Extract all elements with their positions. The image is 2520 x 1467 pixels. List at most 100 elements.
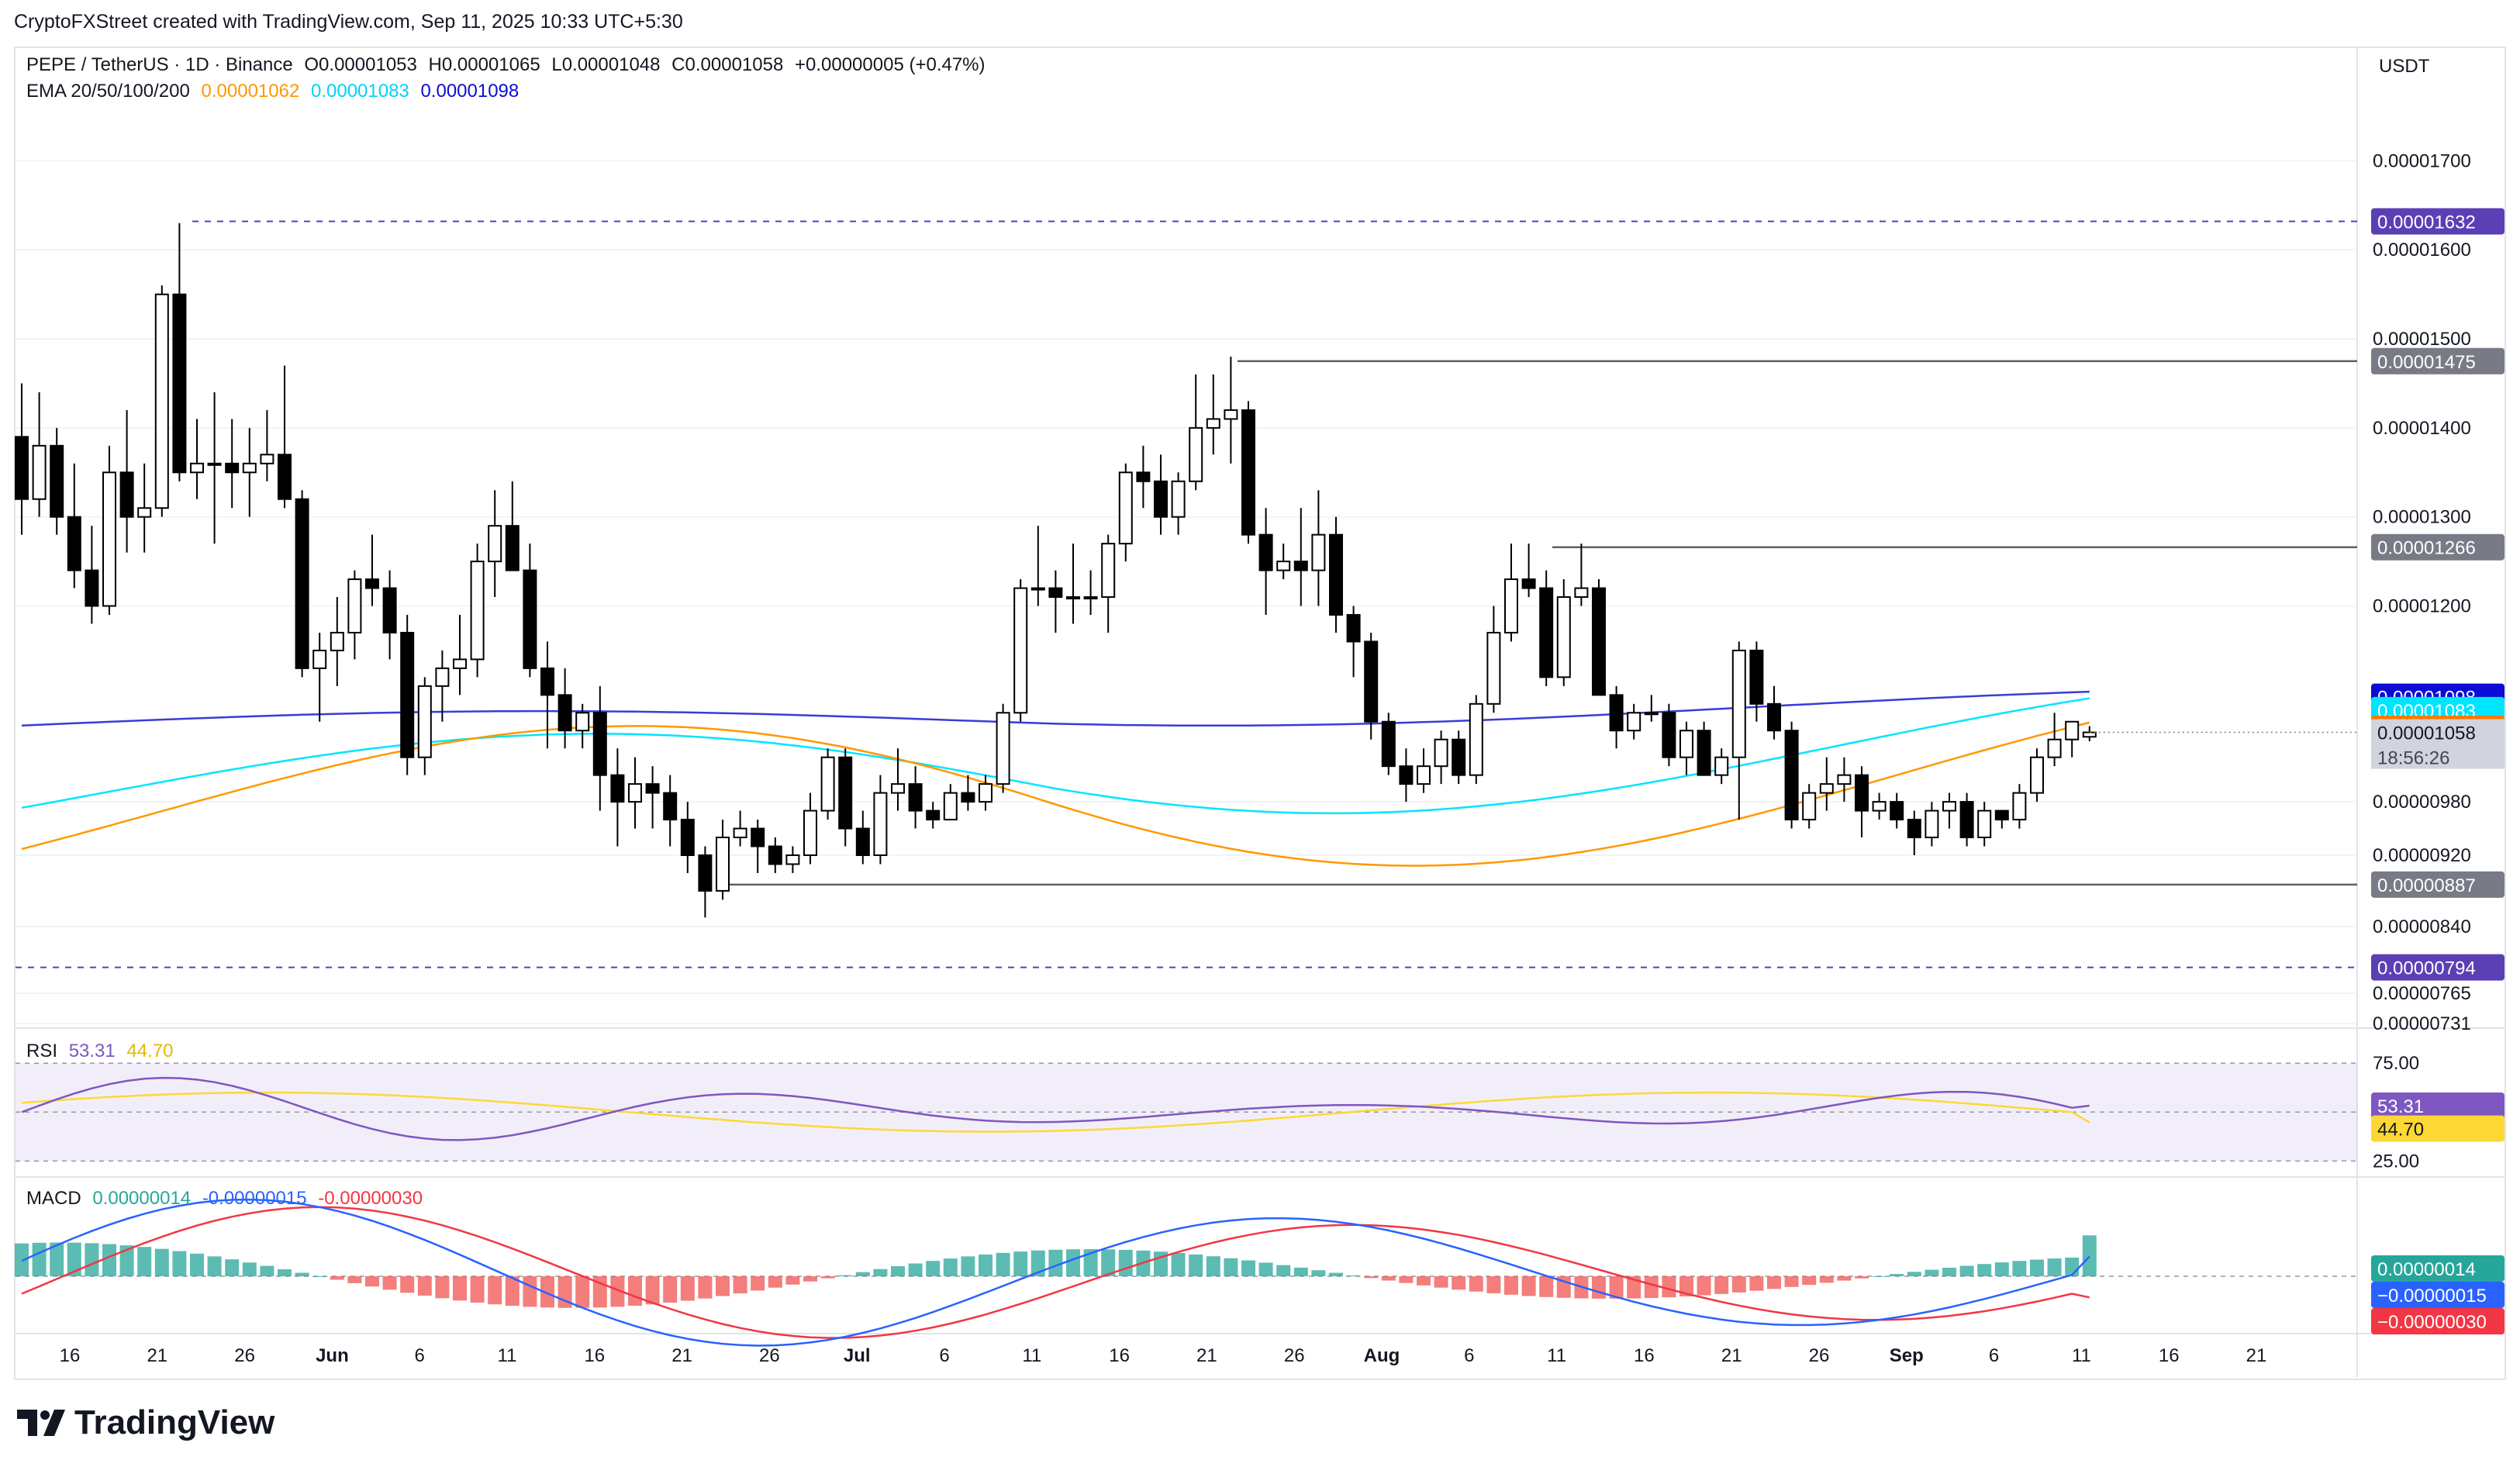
candle-down (400, 631, 415, 758)
macd-histogram-bar (1749, 1276, 1764, 1291)
macd-label[interactable]: MACD (26, 1188, 81, 1209)
rsi-tick-label: 75.00 (2373, 1053, 2419, 1074)
macd-histogram-bar (102, 1244, 116, 1276)
candle-down (1154, 480, 1168, 518)
macd-histogram-bar (1101, 1249, 1116, 1276)
candle-down (225, 462, 240, 474)
candle-down (172, 293, 187, 474)
candle-up (330, 631, 344, 651)
macd-histogram-bar (453, 1276, 467, 1301)
candle-up (1679, 730, 1693, 758)
macd-histogram-bar (1417, 1276, 1431, 1286)
candle-down (1697, 730, 1711, 776)
rsi-tick-label: 25.00 (2373, 1151, 2419, 1172)
candle-down (645, 783, 660, 794)
macd-histogram-bar (1627, 1276, 1641, 1299)
symbol-legend: PEPE / TetherUS · 1D · Binance O0.000010… (26, 54, 992, 76)
time-axis-label: Sep (1890, 1345, 1924, 1366)
candle-down (365, 578, 379, 589)
macd-histogram-bar (1066, 1249, 1080, 1276)
rsi-ma-tag: 44.70 (2377, 1120, 2424, 1141)
candle-up (628, 783, 642, 803)
candle-up (1030, 587, 1045, 591)
current-price-tag-bg (2371, 719, 2504, 769)
macd-histogram-bar (1311, 1270, 1326, 1276)
candle-down (961, 792, 975, 803)
candle-up (1942, 801, 1956, 812)
symbol-name[interactable]: PEPE / TetherUS · 1D · Binance (26, 54, 293, 75)
ema200-value: 0.00001098 (420, 81, 520, 102)
macd-histogram-bar (1890, 1274, 1904, 1276)
macd-histogram-bar (855, 1272, 870, 1276)
candle-down (663, 792, 678, 821)
candle-down (1364, 640, 1379, 723)
price-tick-label: 0.00001500 (2373, 329, 2471, 350)
price-tag: 0.00000887 (2377, 875, 2476, 896)
macd-histogram-bar (207, 1256, 222, 1276)
candle-down (1048, 587, 1063, 599)
macd-histogram-bar (1872, 1275, 1887, 1277)
candle-down (1959, 801, 1974, 839)
macd-histogram-bar (1118, 1249, 1133, 1276)
rsi-legend: RSI 53.31 44.70 (26, 1041, 179, 1062)
brand-name: TradingView (74, 1403, 275, 1441)
macd-histogram-bar (400, 1276, 415, 1293)
macd-histogram-bar (1030, 1250, 1045, 1276)
low-value: L0.00001048 (551, 54, 661, 75)
time-axis-label: 21 (147, 1345, 167, 1366)
macd-histogram-bar (645, 1276, 660, 1305)
macd-histogram-bar (435, 1276, 450, 1299)
candle-down (1346, 613, 1361, 643)
macd-histogram-bar (979, 1254, 992, 1276)
macd-histogram-bar (1486, 1276, 1501, 1293)
price-tick-label: 0.00000920 (2373, 845, 2471, 866)
macd-histogram-bar (1504, 1276, 1518, 1295)
price-tag-bg (2371, 208, 2504, 235)
price-tag-bg (2371, 954, 2504, 981)
candle-up (32, 444, 47, 500)
macd-histogram-bar (1381, 1276, 1396, 1281)
candle-up (1644, 712, 1659, 716)
candle-up (2082, 731, 2097, 738)
candle-up (1171, 480, 1186, 518)
candle-down (382, 587, 397, 633)
candle-down (751, 827, 765, 847)
candle-up (1118, 471, 1133, 545)
macd-histogram-bar (873, 1269, 888, 1276)
candle-down (1293, 561, 1308, 571)
macd-histogram-bar (1994, 1262, 2009, 1276)
candle-up (873, 792, 888, 856)
candle-up (1486, 631, 1501, 705)
macd-histogram-bar (347, 1276, 362, 1283)
macd-histogram-bar (488, 1276, 502, 1305)
time-axis-label: 11 (1022, 1345, 1041, 1366)
macd-histogram-bar (505, 1276, 520, 1306)
macd-histogram-bar (260, 1265, 274, 1276)
macd-tag-bg (2371, 1255, 2504, 1282)
candle-up (1101, 543, 1116, 599)
candle-down (15, 436, 29, 500)
candle-down (558, 694, 572, 732)
price-tick-label: 0.00000980 (2373, 792, 2471, 813)
macd-histogram-bar (1925, 1269, 1939, 1276)
macd-histogram-bar (417, 1276, 432, 1296)
macd-histogram-bar (663, 1276, 678, 1303)
currency-label[interactable]: USDT (2379, 56, 2430, 77)
macd-histogram-bar (2082, 1235, 2097, 1276)
macd-histogram-bar (1469, 1276, 1483, 1292)
macd-histogram-bar (1452, 1276, 1466, 1290)
macd-histogram-bar (32, 1242, 47, 1276)
rsi-label[interactable]: RSI (26, 1041, 58, 1061)
rsi-ma-value: 44.70 (126, 1041, 174, 1061)
macd-histogram-bar (1697, 1276, 1711, 1296)
macd-histogram-bar (751, 1276, 765, 1291)
macd-histogram-bar (225, 1259, 240, 1276)
ema50-value: 0.00001062 (201, 81, 300, 102)
macd-histogram-bar (1644, 1276, 1659, 1299)
price-tag: 0.00001266 (2377, 538, 2476, 559)
candle-up (102, 471, 116, 607)
candle-up (242, 462, 257, 474)
ema-label[interactable]: EMA 20/50/100/200 (26, 81, 190, 102)
time-axis-label: 6 (415, 1345, 425, 1366)
